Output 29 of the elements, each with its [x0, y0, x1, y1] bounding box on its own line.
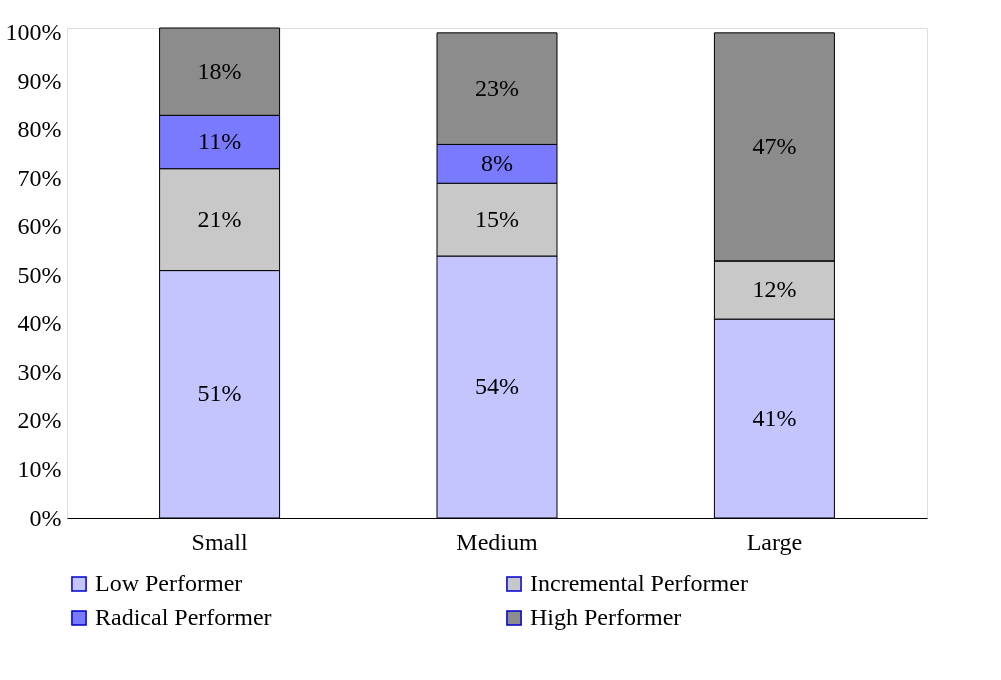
- legend-label: Low Performer: [95, 570, 243, 596]
- legend-label: Radical Performer: [95, 604, 272, 630]
- data-label: 8%: [481, 149, 513, 176]
- legend-label: High Performer: [530, 604, 682, 630]
- data-label: 18%: [197, 57, 242, 84]
- y-tick-label: 30%: [17, 358, 62, 385]
- data-label: 47%: [752, 132, 797, 159]
- x-tick-label: Medium: [456, 528, 538, 555]
- y-tick-label: 20%: [17, 407, 62, 434]
- y-tick-label: 0%: [29, 504, 62, 531]
- y-tick-label: 70%: [17, 164, 62, 191]
- y-tick-label: 90%: [17, 67, 62, 94]
- legend-label: Incremental Performer: [530, 570, 748, 596]
- y-tick-label: 60%: [17, 213, 62, 240]
- y-tick-label: 10%: [17, 455, 62, 482]
- data-label: 21%: [197, 205, 242, 232]
- y-tick-label: 80%: [17, 116, 62, 143]
- y-tick-label: 100%: [5, 19, 62, 46]
- data-label: 54%: [475, 373, 519, 400]
- data-label: 11%: [198, 128, 242, 155]
- y-tick-label: 50%: [17, 261, 62, 288]
- x-tick-label: Large: [746, 528, 803, 555]
- data-label: 41%: [752, 404, 797, 431]
- y-tick-label: 40%: [17, 310, 62, 337]
- x-tick-label: Small: [191, 528, 248, 555]
- data-label: 23%: [475, 74, 519, 101]
- data-label: 15%: [475, 205, 519, 232]
- data-label: 51%: [197, 380, 242, 407]
- data-label: 12%: [752, 275, 797, 302]
